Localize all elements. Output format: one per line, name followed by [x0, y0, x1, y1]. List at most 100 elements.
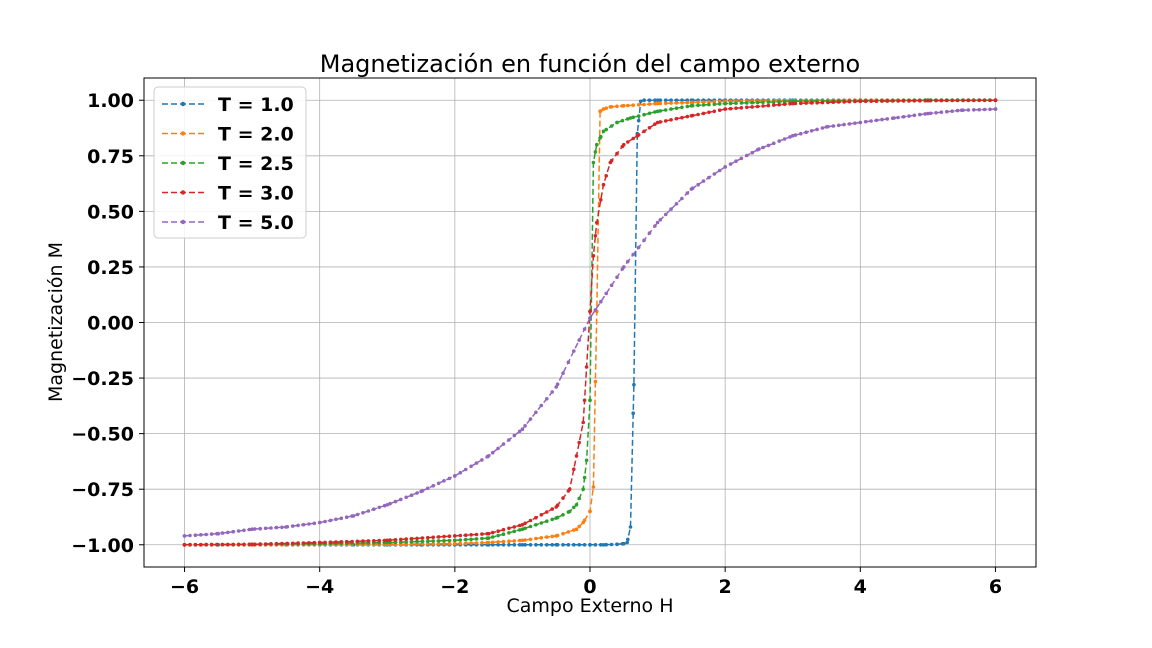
legend-item: T = 2.0	[162, 124, 294, 146]
data-point	[209, 542, 214, 547]
data-point	[528, 518, 533, 523]
data-point	[463, 467, 468, 472]
data-point	[280, 541, 284, 546]
data-point	[517, 523, 522, 528]
data-point	[685, 191, 690, 195]
data-point	[253, 527, 257, 531]
data-point	[653, 110, 657, 114]
data-point	[636, 118, 641, 123]
data-point	[572, 528, 576, 532]
legend-item: T = 5.0	[162, 212, 294, 234]
data-point	[512, 433, 517, 438]
data-point	[480, 532, 484, 536]
data-point	[231, 542, 235, 547]
data-point	[712, 99, 717, 104]
data-point	[588, 543, 592, 547]
data-point	[717, 108, 722, 112]
data-point	[539, 536, 544, 540]
data-point	[739, 101, 744, 105]
data-point	[972, 98, 976, 103]
data-point	[912, 99, 917, 103]
data-point	[788, 102, 792, 106]
data-point	[469, 541, 473, 545]
data-point	[555, 533, 560, 538]
data-point	[182, 534, 187, 538]
data-point	[420, 489, 425, 493]
data-point	[344, 539, 349, 544]
legend-item: T = 3.0	[162, 183, 294, 205]
data-point	[469, 533, 473, 537]
data-point	[625, 540, 629, 545]
series-4	[182, 98, 998, 547]
data-point	[815, 101, 819, 105]
data-point	[328, 540, 333, 544]
legend-item: T = 2.5	[162, 153, 294, 175]
data-point	[772, 100, 776, 104]
data-point	[436, 481, 441, 486]
data-point	[626, 117, 630, 121]
data-point	[609, 283, 614, 288]
data-point	[885, 99, 890, 103]
x-axis: −6 −4 −2 0 2 4 6	[170, 567, 1002, 598]
data-point	[988, 107, 992, 112]
data-point	[712, 109, 717, 114]
data-point	[507, 543, 511, 547]
data-point	[469, 464, 473, 469]
data-point	[496, 533, 500, 538]
data-point	[490, 540, 495, 545]
data-point	[745, 101, 749, 105]
x-tick-label: −2	[440, 576, 469, 598]
data-point	[663, 212, 668, 217]
data-point	[853, 99, 857, 104]
data-point	[655, 109, 660, 114]
data-point	[745, 153, 749, 158]
data-point	[669, 101, 673, 105]
data-point	[604, 542, 608, 547]
data-point	[696, 103, 700, 108]
data-point	[945, 98, 949, 103]
data-point	[599, 134, 603, 139]
data-point	[567, 487, 572, 492]
data-point	[593, 308, 598, 312]
data-point	[793, 101, 798, 106]
data-point	[663, 108, 668, 112]
data-point	[604, 291, 608, 296]
data-point	[501, 527, 506, 532]
data-point	[591, 254, 596, 258]
data-point	[458, 533, 463, 538]
data-point	[388, 538, 392, 542]
data-point	[581, 487, 585, 492]
data-point	[701, 179, 706, 183]
legend-marker	[180, 101, 186, 107]
data-point	[307, 541, 311, 545]
data-point	[393, 499, 398, 504]
data-point	[918, 99, 922, 103]
data-point	[280, 525, 284, 530]
data-point	[750, 105, 754, 109]
data-point	[528, 417, 533, 421]
data-point	[480, 541, 484, 545]
data-point	[486, 454, 491, 458]
data-point	[599, 109, 603, 113]
legend-marker	[180, 131, 186, 136]
data-point	[993, 98, 998, 102]
data-point	[561, 496, 565, 500]
data-point	[366, 509, 371, 513]
data-point	[550, 517, 554, 522]
data-point	[863, 99, 868, 104]
data-point	[782, 137, 787, 141]
data-point	[707, 100, 711, 104]
data-point	[517, 429, 522, 434]
data-point	[382, 538, 387, 543]
data-point	[539, 543, 544, 547]
data-point	[701, 103, 706, 107]
y-tick-label: 1.00	[87, 90, 134, 112]
data-point	[577, 338, 581, 342]
data-point	[955, 98, 960, 103]
data-point	[204, 532, 208, 537]
data-point	[566, 530, 571, 534]
data-point	[712, 102, 717, 107]
data-point	[555, 503, 560, 508]
data-point	[545, 397, 549, 401]
y-axis: −1.00 −0.75 −0.50 −0.25 0.00 0.25 0.50 0.75 1.00	[71, 90, 144, 557]
